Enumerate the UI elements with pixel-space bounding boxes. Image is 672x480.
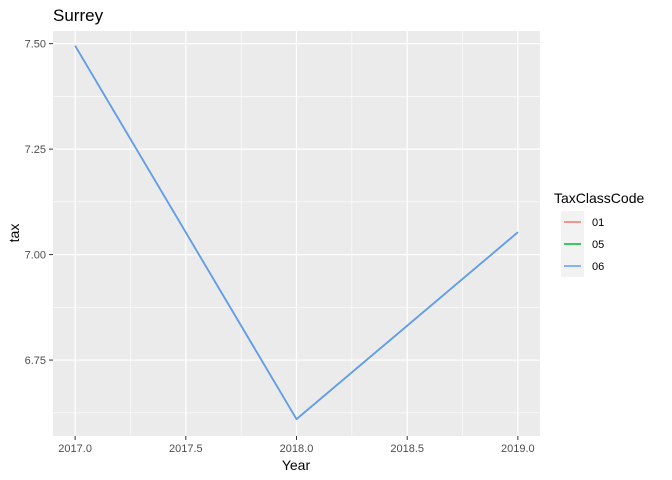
- x-tick-label: 2018.5: [390, 443, 424, 455]
- x-tick-label: 2017.0: [58, 443, 92, 455]
- x-tick-label: 2019.0: [501, 443, 535, 455]
- chart-title: Surrey: [53, 6, 104, 25]
- series-line-06: [74, 45, 519, 420]
- legend-label-05: 05: [592, 239, 604, 251]
- y-tick-label: 6.75: [25, 355, 46, 367]
- x-axis-title: Year: [282, 457, 311, 473]
- x-axis-ticks: 2017.0 2017.5 2018.0 2018.5 2019.0: [58, 436, 535, 455]
- y-axis-title: tax: [6, 224, 22, 243]
- y-tick-label: 7.25: [25, 144, 46, 156]
- legend-label-06: 06: [592, 261, 604, 273]
- series-lines: [74, 45, 519, 420]
- x-tick-label: 2018.0: [280, 443, 314, 455]
- legend: TaxClassCode 01 05 06: [554, 190, 644, 277]
- x-tick-label: 2017.5: [169, 443, 203, 455]
- y-axis-ticks: 6.75 7.00 7.25 7.50: [25, 39, 53, 367]
- y-tick-label: 7.50: [25, 39, 46, 51]
- y-tick-label: 7.00: [25, 250, 46, 262]
- legend-label-01: 01: [592, 217, 604, 229]
- legend-title: TaxClassCode: [554, 190, 644, 206]
